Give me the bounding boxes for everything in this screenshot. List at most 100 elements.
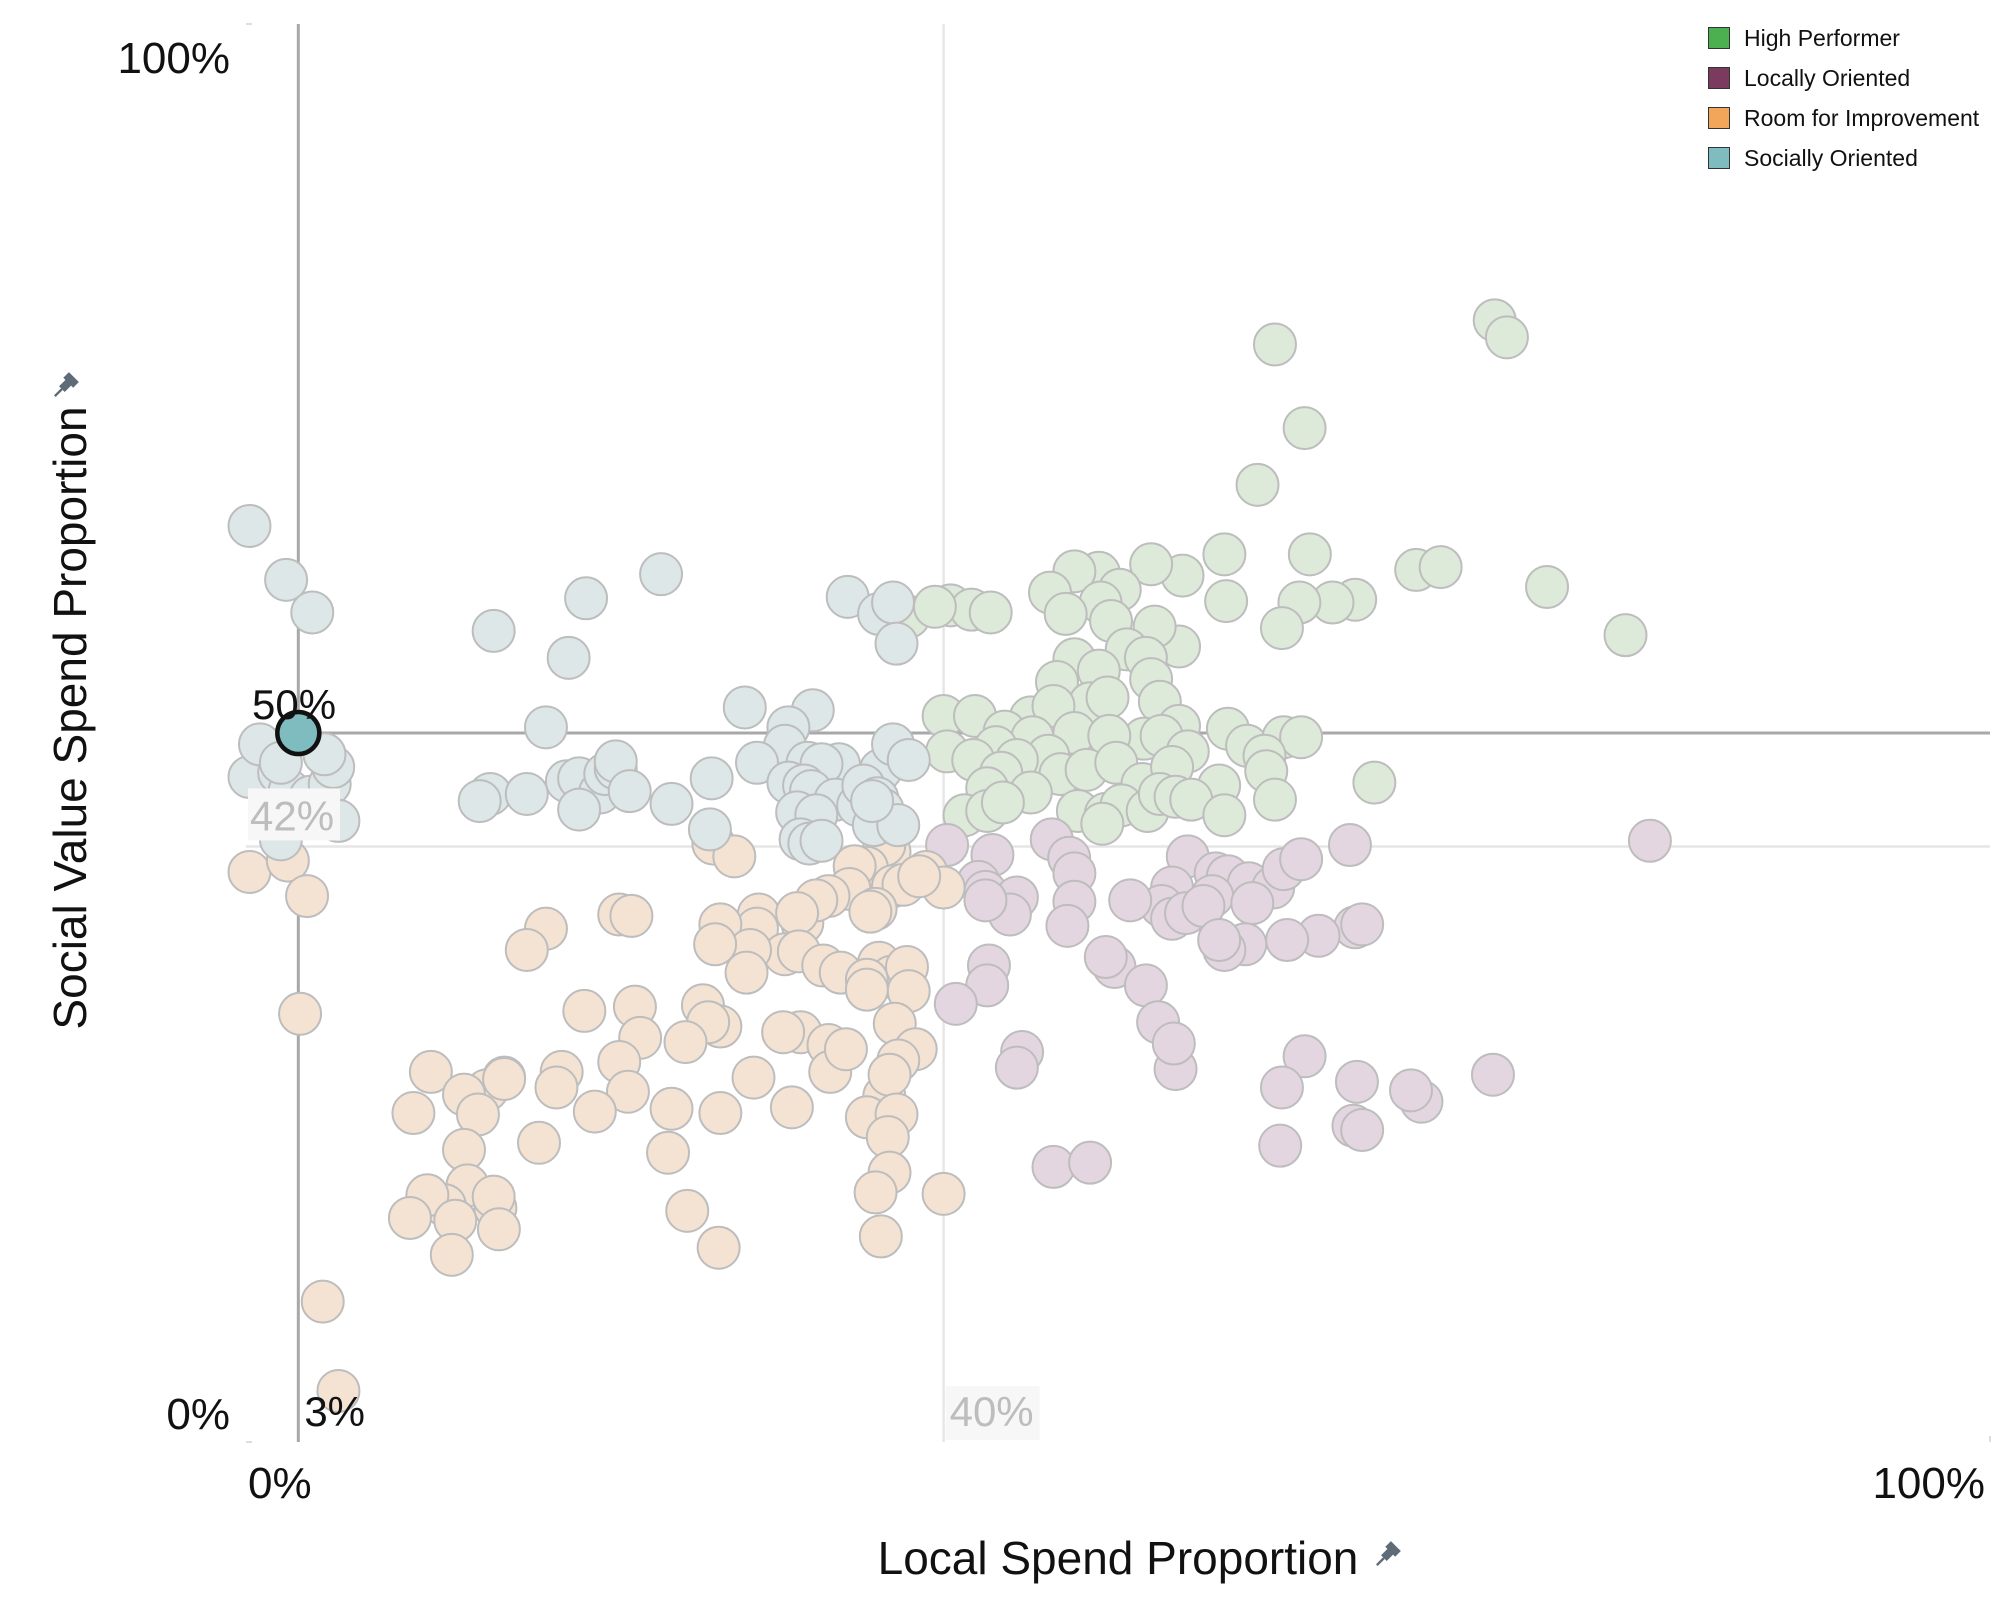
selected-x-label: 3% xyxy=(304,1388,365,1435)
point-room-for-improvement xyxy=(769,1085,814,1130)
point-high-performer xyxy=(1080,801,1125,846)
legend-swatch-socially-oriented xyxy=(1708,147,1730,169)
point-room-for-improvement xyxy=(724,950,769,995)
point-socially-oriented xyxy=(874,621,919,666)
legend-label: Locally Oriented xyxy=(1744,64,1911,91)
legend-item-locally-oriented[interactable]: Locally Oriented xyxy=(1708,58,1979,98)
point-locally-oriented xyxy=(1031,1144,1076,1189)
point-locally-oriented xyxy=(1083,935,1128,980)
point-room-for-improvement xyxy=(665,1188,710,1233)
point-socially-oriented xyxy=(649,781,694,826)
average-y-label-bg xyxy=(248,788,340,841)
point-room-for-improvement xyxy=(387,1195,432,1240)
pin-icon-head xyxy=(63,372,79,388)
point-socially-oriented xyxy=(523,705,568,750)
point-locally-oriented xyxy=(963,878,1008,923)
legend-item-socially-oriented[interactable]: Socially Oriented xyxy=(1708,138,1979,178)
point-socially-oriented xyxy=(264,557,309,602)
highlighted-point xyxy=(275,709,322,757)
point-room-for-improvement xyxy=(867,1052,912,1097)
point-high-performer xyxy=(1202,793,1247,838)
point-socially-oriented xyxy=(799,818,844,863)
point-locally-oriented xyxy=(1282,1034,1327,1079)
point-room-for-improvement xyxy=(731,1055,776,1100)
point-socially-oriented xyxy=(564,576,609,621)
legend-item-high-performer[interactable]: High Performer xyxy=(1708,18,1979,58)
point-room-for-improvement xyxy=(844,967,889,1012)
average-y-label: 42% xyxy=(250,792,334,839)
axis-labels: 100% 0% 0% 100% 40% 42% 3% 50% Local Spend Propo… xyxy=(44,34,1985,1584)
point-room-for-improvement xyxy=(482,1056,527,1101)
point-high-performer xyxy=(1282,406,1327,451)
average-x-label: 40% xyxy=(950,1388,1034,1435)
point-locally-oriented xyxy=(1123,963,1168,1008)
point-locally-oriented xyxy=(994,1045,1039,1090)
pin-icon-body xyxy=(1381,1548,1394,1561)
point-socially-oriented xyxy=(546,635,591,680)
selected-y-label: 50% xyxy=(252,681,336,728)
point-room-for-improvement xyxy=(504,927,549,972)
point-room-for-improvement xyxy=(646,1130,691,1175)
point-room-for-improvement xyxy=(696,1225,741,1270)
y-axis-pin-icon xyxy=(53,372,79,398)
pin-icon-head xyxy=(1385,1541,1401,1557)
point-room-for-improvement xyxy=(516,1120,561,1165)
point-locally-oriented xyxy=(1108,878,1153,923)
point-room-for-improvement xyxy=(300,1279,345,1324)
point-room-for-improvement xyxy=(285,874,330,919)
point-high-performer xyxy=(1043,591,1088,636)
x-axis-title: Local Spend Proportion xyxy=(878,1532,1359,1584)
point-room-for-improvement xyxy=(693,922,738,967)
point-room-for-improvement xyxy=(823,1027,868,1072)
point-locally-oriented xyxy=(1259,1065,1304,1110)
point-socially-oriented xyxy=(689,756,734,801)
point-high-performer xyxy=(1129,542,1174,587)
legend-label: Room for Improvement xyxy=(1744,104,1980,131)
legend-label: Socially Oriented xyxy=(1744,144,1918,171)
point-room-for-improvement xyxy=(408,1049,453,1094)
legend-swatch-room-for-improvement xyxy=(1708,107,1730,129)
point-locally-oriented xyxy=(1197,918,1242,963)
point-locally-oriented xyxy=(1627,818,1672,863)
point-locally-oriented xyxy=(933,981,978,1026)
point-locally-oriented xyxy=(1265,918,1310,963)
point-room-for-improvement xyxy=(278,991,323,1036)
point-locally-oriented xyxy=(1151,1021,1196,1066)
point-locally-oriented xyxy=(1470,1052,1515,1097)
point-socially-oriented xyxy=(871,580,916,625)
legend-item-room-for-improvement[interactable]: Room for Improvement xyxy=(1708,98,1979,138)
data-points xyxy=(227,298,1672,1413)
point-locally-oriented xyxy=(1340,1108,1385,1153)
point-high-performer xyxy=(1204,579,1249,624)
point-room-for-improvement xyxy=(316,1368,361,1413)
point-room-for-improvement xyxy=(476,1207,521,1252)
point-high-performer xyxy=(1252,322,1297,367)
point-locally-oriented xyxy=(1279,837,1324,882)
point-socially-oriented xyxy=(504,771,549,816)
point-locally-oriented xyxy=(1258,1123,1303,1168)
point-high-performer xyxy=(1279,715,1324,760)
point-room-for-improvement xyxy=(227,849,272,894)
point-locally-oriented xyxy=(1045,903,1090,948)
point-room-for-improvement xyxy=(429,1232,474,1277)
point-high-performer xyxy=(980,780,1025,825)
legend: High Performer Locally Oriented Room for… xyxy=(1708,18,1979,178)
point-locally-oriented xyxy=(1068,1140,1113,1185)
point-room-for-improvement xyxy=(572,1089,617,1134)
point-locally-oriented xyxy=(1327,823,1372,868)
point-high-performer xyxy=(1202,532,1247,577)
point-high-performer xyxy=(1484,315,1529,360)
point-high-performer xyxy=(1085,675,1130,720)
point-socially-oriented xyxy=(457,779,502,824)
point-locally-oriented xyxy=(1334,1059,1379,1104)
point-socially-oriented xyxy=(886,737,931,782)
y-axis-title: Social Value Spend Proportion xyxy=(44,406,96,1029)
pin-icon-needle xyxy=(1375,1557,1385,1567)
point-room-for-improvement xyxy=(649,1086,694,1131)
point-socially-oriented xyxy=(607,769,652,814)
point-room-for-improvement xyxy=(921,1171,966,1216)
point-high-performer xyxy=(1525,564,1570,609)
average-x-label-bg xyxy=(945,1386,1040,1440)
x-tick-label: 100% xyxy=(1872,1459,1985,1508)
